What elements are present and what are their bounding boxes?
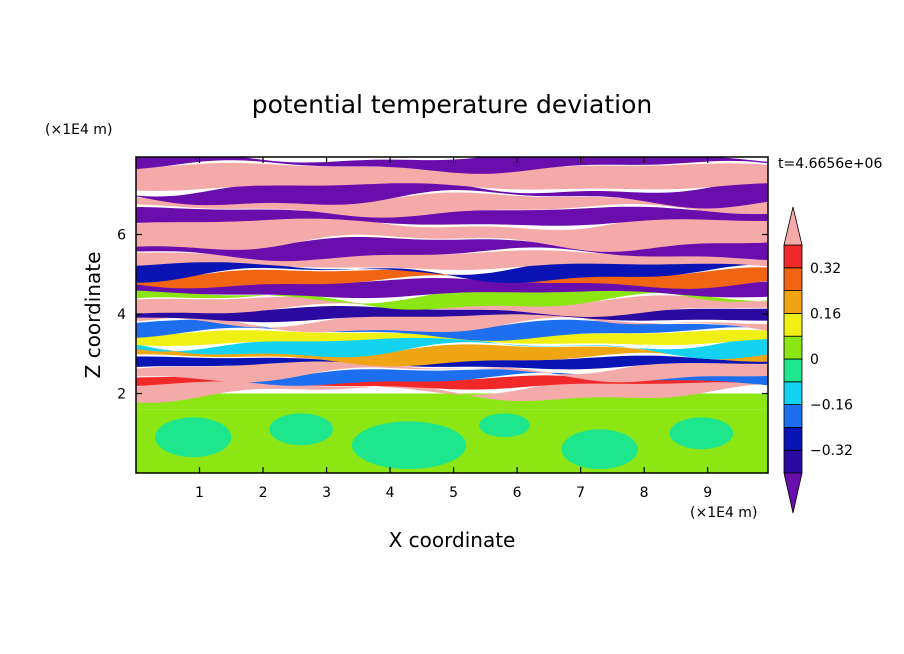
y-tick-label: 2 bbox=[117, 387, 126, 403]
colorbar-segment bbox=[783, 381, 803, 405]
x-unit-label: (×1E4 m) bbox=[690, 505, 757, 521]
contour-band bbox=[136, 162, 768, 191]
contour-blob bbox=[669, 417, 734, 450]
contour-blob bbox=[479, 413, 530, 438]
x-tick-label: 2 bbox=[259, 485, 268, 501]
contour-blob bbox=[561, 429, 638, 470]
colorbar-extend-bottom bbox=[783, 472, 803, 514]
contour-band bbox=[136, 393, 768, 410]
colorbar-tick-label: −0.16 bbox=[810, 398, 853, 414]
contour-band bbox=[136, 278, 768, 299]
contour-band bbox=[136, 157, 768, 174]
contour-band bbox=[136, 267, 768, 289]
x-tick-label: 8 bbox=[640, 485, 649, 501]
y-axis-label: Z coordinate bbox=[81, 252, 105, 379]
contour-band bbox=[136, 309, 768, 333]
colorbar-segment bbox=[783, 290, 803, 314]
contour-band bbox=[136, 192, 768, 218]
x-tick-label: 3 bbox=[322, 485, 331, 501]
x-tick-label: 9 bbox=[703, 485, 712, 501]
colorbar-tick-label: 0 bbox=[810, 352, 819, 368]
plot-area bbox=[136, 157, 768, 473]
contour-blob bbox=[351, 421, 467, 470]
y-tick-label: 6 bbox=[117, 228, 126, 244]
colorbar-tick-label: 0.16 bbox=[810, 306, 841, 322]
x-tick-label: 1 bbox=[195, 485, 204, 501]
x-tick-label: 4 bbox=[386, 485, 395, 501]
colorbar-segment bbox=[783, 335, 803, 360]
plot-frame bbox=[135, 156, 769, 474]
contour-bands bbox=[136, 157, 768, 473]
x-tick-label: 6 bbox=[513, 485, 522, 501]
colorbar-extend-top bbox=[783, 206, 803, 246]
contour-band bbox=[136, 306, 768, 323]
contour-band bbox=[136, 369, 768, 386]
x-axis: 1 2 3 4 5 6 7 8 9 bbox=[195, 157, 712, 501]
contour-band bbox=[136, 250, 768, 270]
contour-blobs bbox=[155, 413, 734, 470]
contour-blob bbox=[155, 417, 232, 458]
chart-title: potential temperature deviation bbox=[252, 90, 652, 119]
x-axis-label: X coordinate bbox=[389, 528, 516, 552]
contour-band bbox=[136, 332, 768, 360]
contour-band bbox=[136, 237, 768, 262]
colorbar-tick-label: −0.32 bbox=[810, 443, 853, 459]
y-unit-label: (×1E4 m) bbox=[45, 122, 112, 138]
colorbar-segment bbox=[783, 449, 803, 474]
colorbar-segment bbox=[783, 404, 803, 428]
colorbar: 0.32 0.16 0 −0.16 −0.32 bbox=[783, 206, 853, 514]
contour-band bbox=[136, 178, 768, 209]
time-label: t=4.6656e+06 bbox=[778, 156, 882, 172]
contour-band bbox=[136, 285, 768, 310]
colorbar-segment bbox=[783, 267, 803, 291]
y-tick-label: 4 bbox=[117, 307, 126, 323]
x-tick-label: 7 bbox=[576, 485, 585, 501]
contour-band bbox=[136, 206, 768, 226]
colorbar-segment bbox=[783, 358, 803, 383]
colorbar-segment bbox=[783, 426, 803, 451]
colorbar-tick-label: 0.32 bbox=[810, 261, 841, 277]
contour-band bbox=[136, 344, 768, 367]
contour-band bbox=[136, 213, 768, 252]
contour-band bbox=[136, 356, 768, 383]
colorbar-segment bbox=[783, 312, 803, 337]
x-tick-label: 5 bbox=[449, 485, 458, 501]
y-axis: 2 4 6 bbox=[117, 228, 768, 403]
colorbar-segment bbox=[783, 244, 803, 269]
contour-blob bbox=[269, 413, 333, 446]
